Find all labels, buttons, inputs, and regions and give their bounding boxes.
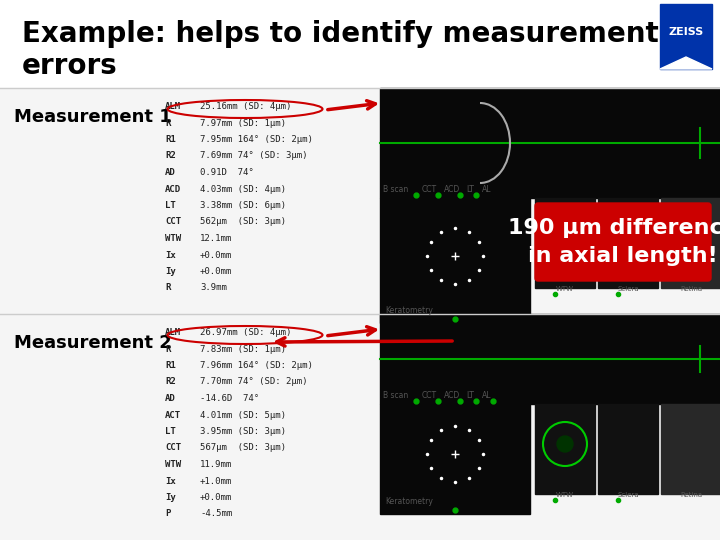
Text: CCT: CCT: [422, 391, 437, 400]
Text: Keratometry: Keratometry: [385, 306, 433, 315]
Text: AL: AL: [482, 185, 492, 194]
Text: Sclera: Sclera: [617, 286, 639, 292]
Text: Sclera: Sclera: [617, 492, 639, 498]
Bar: [380, 404, 530, 514]
Text: 3.9mm: 3.9mm: [200, 284, 227, 293]
Text: WTW: WTW: [556, 286, 574, 292]
Bar: [660, 4, 712, 69]
Text: Iy: Iy: [165, 493, 176, 502]
Text: Example: helps to identify measurement: Example: helps to identify measurement: [22, 20, 659, 48]
Text: R1: R1: [165, 361, 176, 370]
Text: 7.83mm (SD: 1μm): 7.83mm (SD: 1μm): [200, 345, 286, 354]
Text: ACD: ACD: [444, 185, 460, 194]
Text: 7.70mm 74° (SD: 2μm): 7.70mm 74° (SD: 2μm): [200, 377, 307, 387]
Text: CCT: CCT: [165, 218, 181, 226]
Text: LT: LT: [165, 201, 176, 210]
Text: 4.01mm (SD: 5μm): 4.01mm (SD: 5μm): [200, 410, 286, 420]
Text: Ix: Ix: [165, 251, 176, 260]
Text: errors: errors: [22, 52, 118, 80]
Text: Keratometry: Keratometry: [385, 497, 433, 506]
Text: Measurement 1: Measurement 1: [14, 108, 172, 126]
Text: Retina: Retina: [680, 492, 702, 498]
Bar: [661, 404, 720, 494]
Text: 7.96mm 164° (SD: 2μm): 7.96mm 164° (SD: 2μm): [200, 361, 313, 370]
Text: ACD: ACD: [165, 185, 181, 193]
Text: 4.03mm (SD: 4μm): 4.03mm (SD: 4μm): [200, 185, 286, 193]
Text: 7.95mm 164° (SD: 2μm): 7.95mm 164° (SD: 2μm): [200, 135, 313, 144]
Text: Measurement 2: Measurement 2: [14, 334, 172, 352]
Text: Iy: Iy: [165, 267, 176, 276]
Text: LT: LT: [466, 185, 474, 194]
Text: R2: R2: [165, 377, 176, 387]
Text: Retina: Retina: [680, 286, 702, 292]
Text: WTW: WTW: [165, 234, 181, 243]
Text: ALM: ALM: [165, 328, 181, 337]
Text: -4.5mm: -4.5mm: [200, 510, 233, 518]
Text: 26.97mm (SD: 4μm): 26.97mm (SD: 4μm): [200, 328, 292, 337]
Text: +0.0mm: +0.0mm: [200, 493, 233, 502]
Bar: [0, 88, 720, 314]
Text: 567μm  (SD: 3μm): 567μm (SD: 3μm): [200, 443, 286, 453]
Text: AD: AD: [165, 394, 176, 403]
Text: AL: AL: [482, 391, 492, 400]
Bar: [661, 198, 720, 288]
Text: 7.69mm 74° (SD: 3μm): 7.69mm 74° (SD: 3μm): [200, 152, 307, 160]
Text: ZEISS: ZEISS: [668, 27, 703, 37]
Text: ALM: ALM: [165, 102, 181, 111]
Text: CCT: CCT: [165, 443, 181, 453]
Text: R1: R1: [165, 135, 176, 144]
Text: 0.91D  74°: 0.91D 74°: [200, 168, 253, 177]
Bar: [598, 404, 658, 494]
Bar: [380, 88, 720, 198]
Text: ACT: ACT: [165, 410, 181, 420]
Text: 11.9mm: 11.9mm: [200, 460, 233, 469]
Text: B scan: B scan: [383, 391, 408, 400]
Bar: [0, 0, 720, 88]
Text: R: R: [165, 345, 171, 354]
Circle shape: [557, 230, 573, 246]
Text: AD: AD: [165, 168, 176, 177]
Text: +0.0mm: +0.0mm: [200, 267, 233, 276]
Text: CCT: CCT: [422, 185, 437, 194]
FancyBboxPatch shape: [535, 203, 711, 281]
Bar: [0, 314, 720, 540]
Text: -14.6D  74°: -14.6D 74°: [200, 394, 259, 403]
Text: +1.0mm: +1.0mm: [200, 476, 233, 485]
Text: R2: R2: [165, 152, 176, 160]
Bar: [598, 198, 658, 288]
Text: WTW: WTW: [165, 460, 181, 469]
Text: R: R: [165, 284, 171, 293]
Text: 3.38mm (SD: 6μm): 3.38mm (SD: 6μm): [200, 201, 286, 210]
Text: 25.16mm (SD: 4μm): 25.16mm (SD: 4μm): [200, 102, 292, 111]
Text: P: P: [165, 510, 171, 518]
Bar: [380, 314, 720, 404]
Text: +0.0mm: +0.0mm: [200, 251, 233, 260]
Text: Ix: Ix: [165, 476, 176, 485]
Polygon shape: [660, 57, 712, 69]
Text: LT: LT: [165, 427, 176, 436]
Text: ACD: ACD: [444, 391, 460, 400]
Circle shape: [557, 436, 573, 452]
Text: 562μm  (SD: 3μm): 562μm (SD: 3μm): [200, 218, 286, 226]
Text: in axial length!: in axial length!: [528, 246, 718, 266]
Text: R: R: [165, 118, 171, 127]
Text: 3.95mm (SD: 3μm): 3.95mm (SD: 3μm): [200, 427, 286, 436]
Text: LT: LT: [466, 391, 474, 400]
Text: 190 µm difference: 190 µm difference: [508, 218, 720, 238]
Text: 12.1mm: 12.1mm: [200, 234, 233, 243]
Text: 7.97mm (SD: 1μm): 7.97mm (SD: 1μm): [200, 118, 286, 127]
Bar: [535, 404, 595, 494]
Bar: [535, 198, 595, 288]
Text: B scan: B scan: [383, 185, 408, 194]
Bar: [380, 198, 530, 323]
Text: WTW: WTW: [556, 492, 574, 498]
